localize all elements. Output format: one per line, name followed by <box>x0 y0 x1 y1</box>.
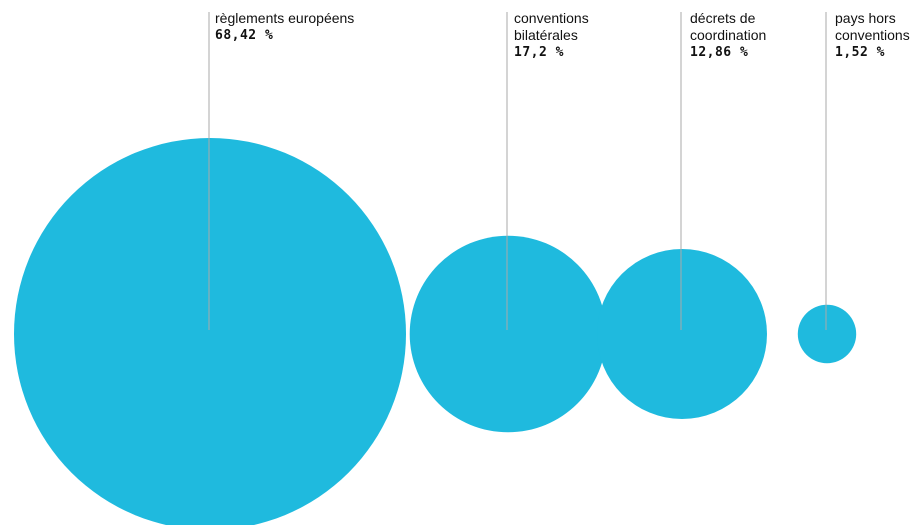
bubble-3 <box>797 304 857 364</box>
value-label-1: 17,2 % <box>514 45 564 60</box>
category-label-1: conventions bilatérales <box>514 10 589 43</box>
bubble-0 <box>14 138 406 530</box>
category-label-0: règlements européens <box>215 10 355 26</box>
category-label-3: pays hors conventions <box>835 10 910 43</box>
category-label-2: décrets de coordination <box>690 10 767 43</box>
value-label-0: 68,42 % <box>215 28 274 43</box>
bubble-2 <box>597 249 767 419</box>
value-label-2: 12,86 % <box>690 45 749 60</box>
bubble-1 <box>409 235 607 433</box>
value-label-3: 1,52 % <box>835 45 885 60</box>
